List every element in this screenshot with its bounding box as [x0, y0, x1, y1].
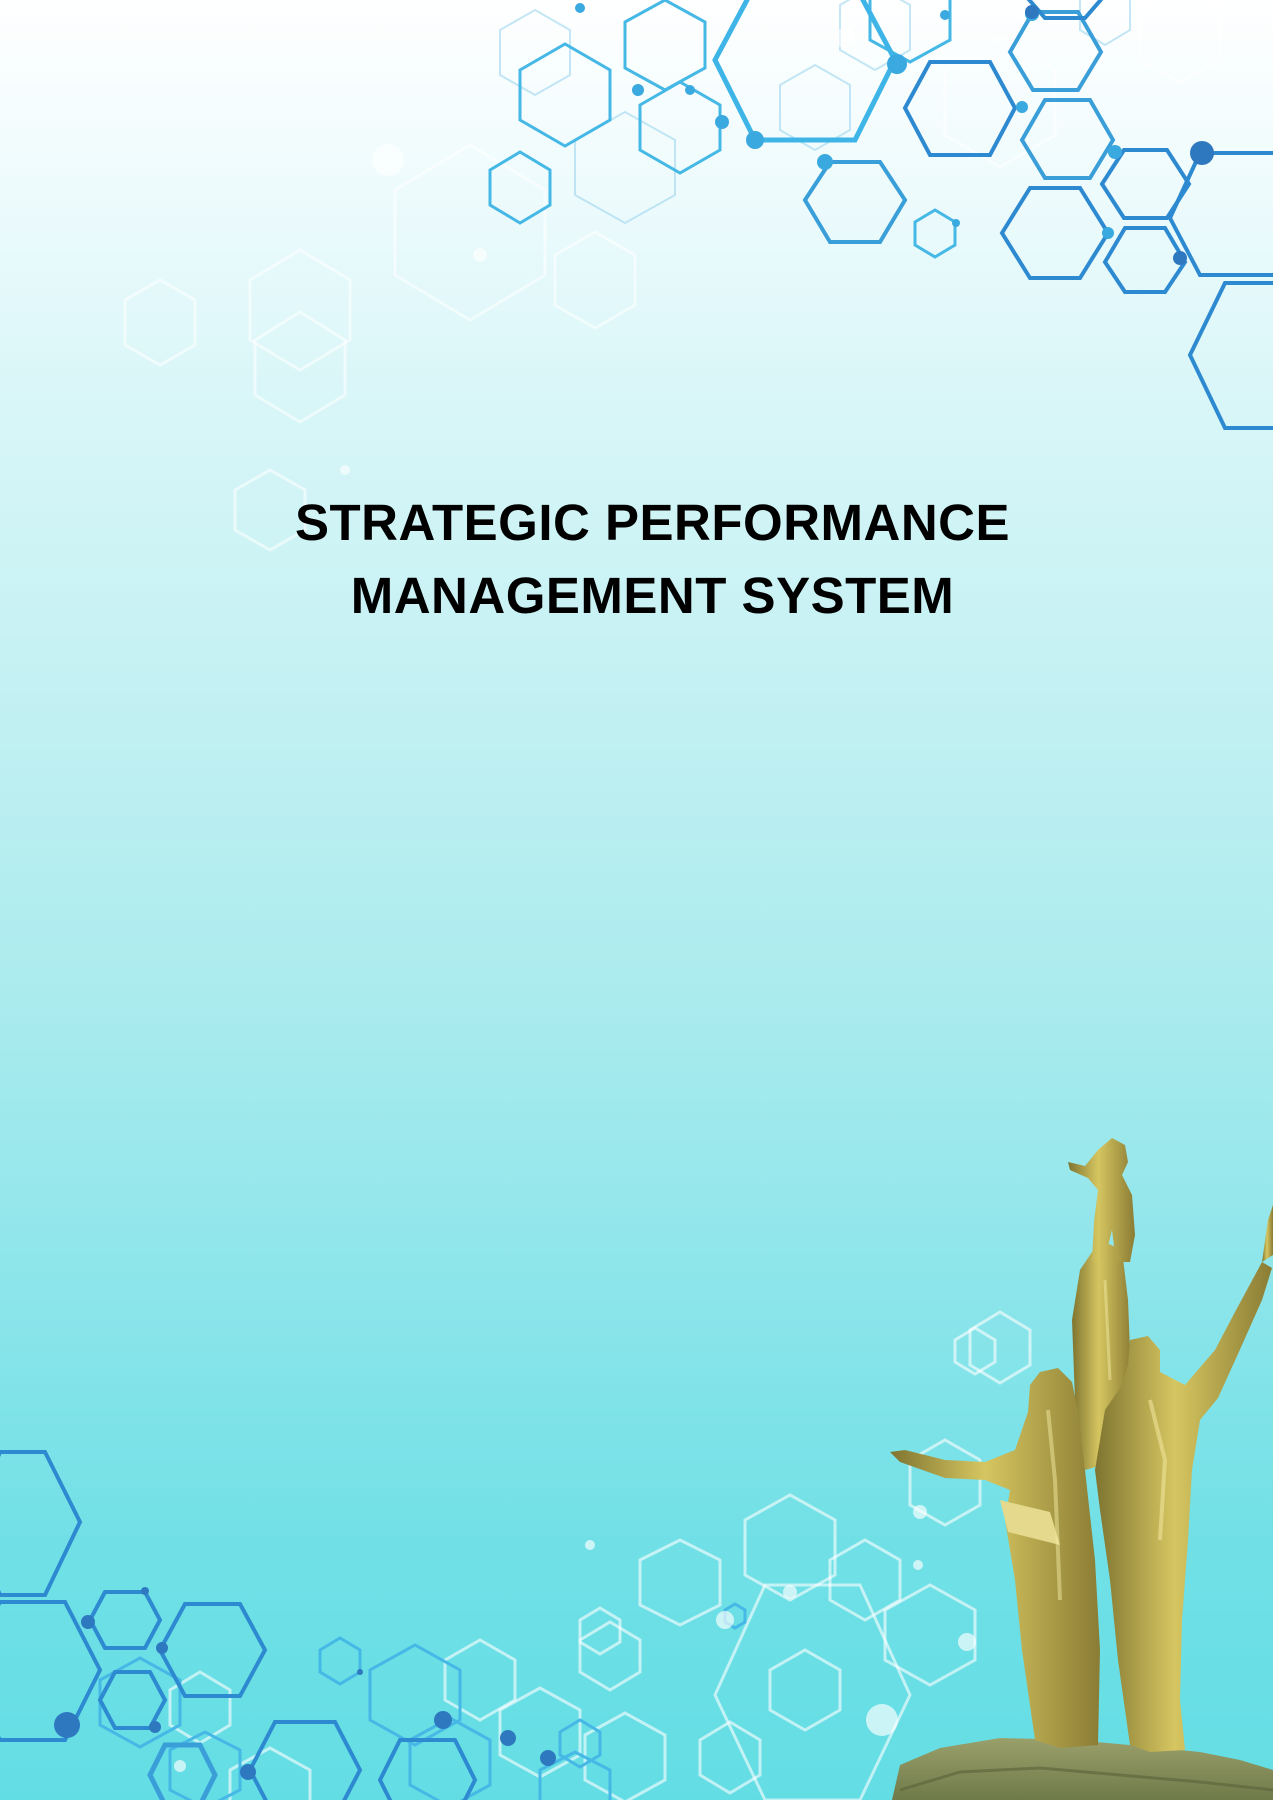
title-line-1: STRATEGIC PERFORMANCE: [294, 494, 1011, 551]
bottom-hexagon-cluster: [0, 1310, 1032, 1800]
golden-monument-statue: [890, 1138, 1273, 1800]
top-hexagon-cluster: [123, 0, 1273, 552]
title-line-2: MANAGEMENT SYSTEM: [350, 567, 955, 624]
document-title: STRATEGIC PERFORMANCE MANAGEMENT SYSTEM: [0, 486, 1273, 632]
